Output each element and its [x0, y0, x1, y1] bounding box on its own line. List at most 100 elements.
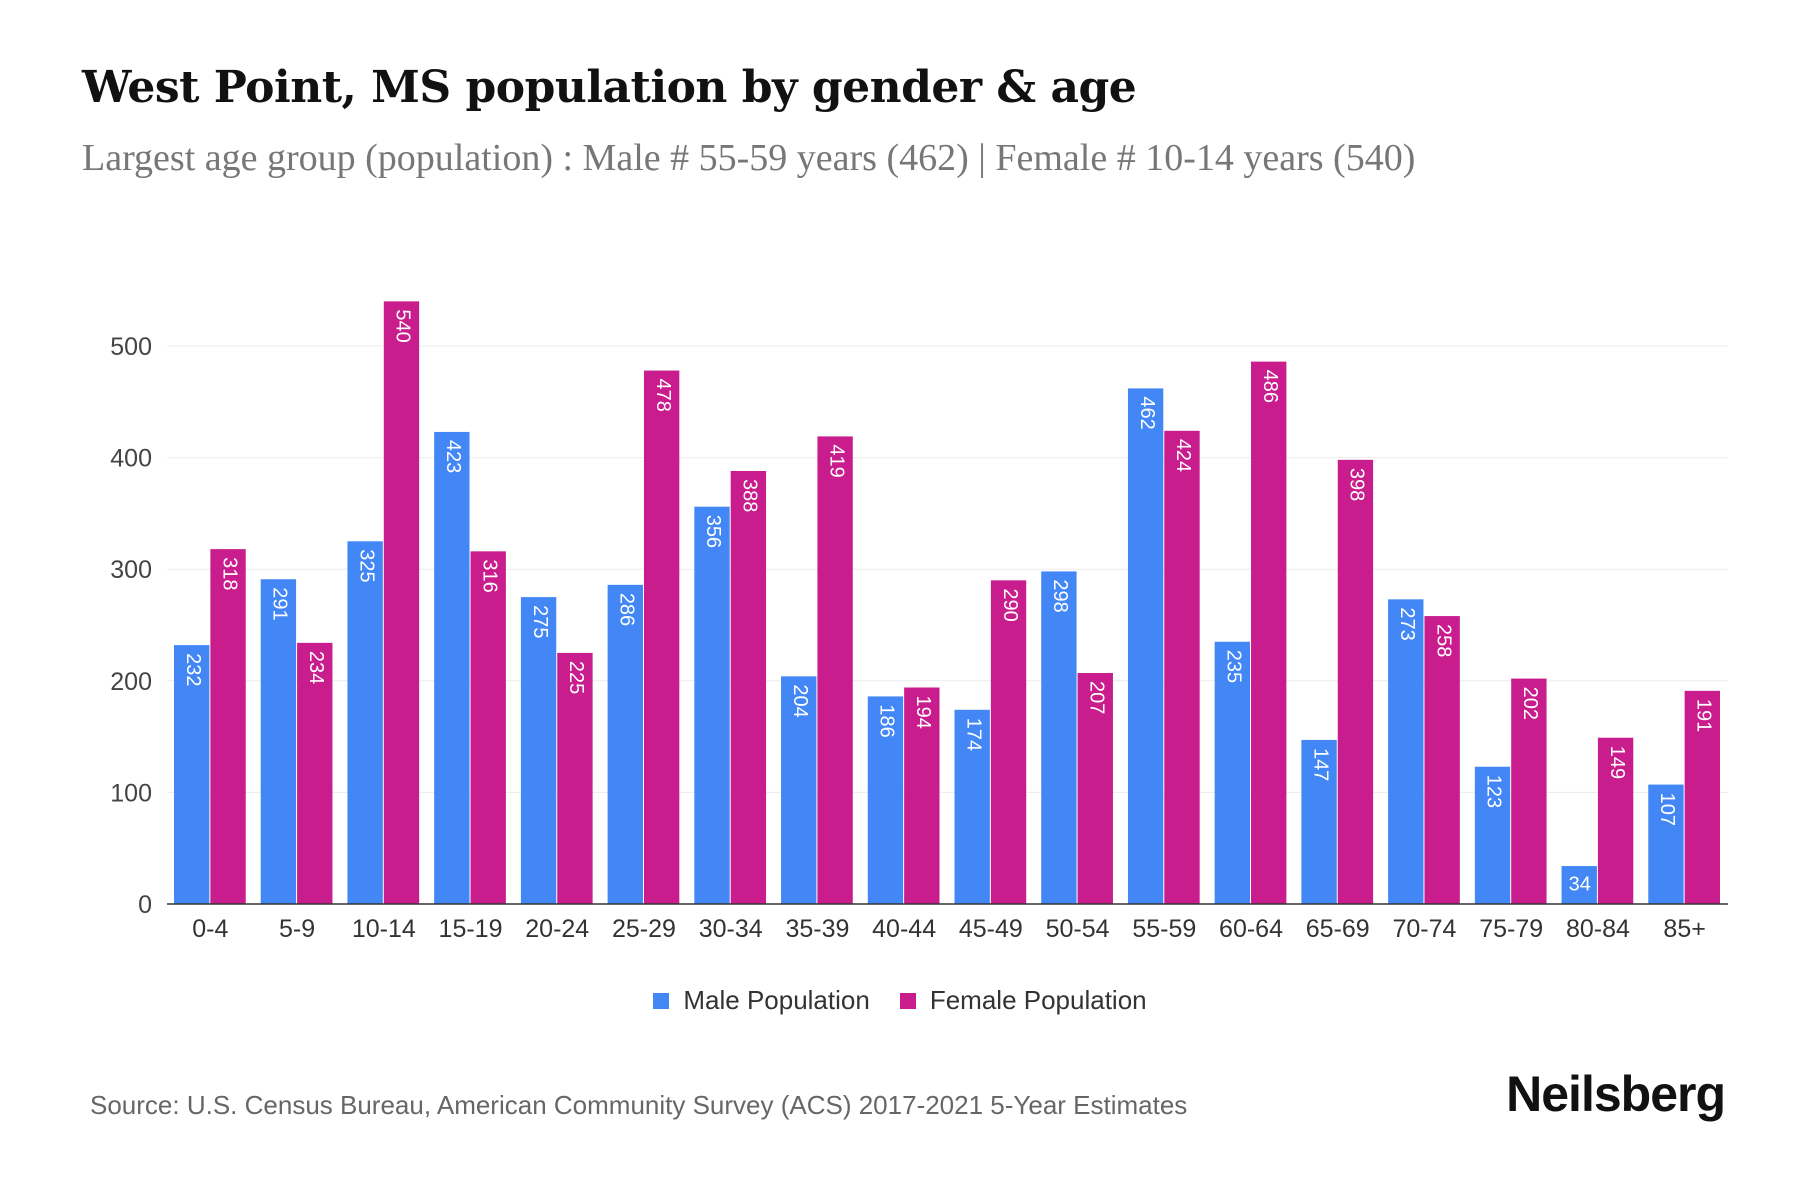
data-label: 286 [616, 593, 638, 626]
x-tick-label: 70-74 [1392, 915, 1456, 943]
x-tick-label: 85+ [1663, 915, 1705, 943]
neilsberg-logo: Neilsberg [1506, 1066, 1726, 1122]
y-tick-label: 200 [110, 668, 152, 696]
x-tick-label: 80-84 [1566, 915, 1630, 943]
x-tick-label: 75-79 [1479, 915, 1543, 943]
y-tick-label: 400 [110, 445, 152, 473]
bar-male [1474, 766, 1511, 904]
legend-label-male: Male Population [683, 985, 870, 1015]
data-label: 316 [478, 559, 500, 592]
bar-female [1424, 616, 1460, 904]
y-tick-label: 100 [110, 779, 152, 807]
data-label: 202 [1519, 687, 1541, 720]
bar-male [607, 584, 643, 904]
data-label: 225 [565, 661, 587, 694]
data-label: 325 [355, 549, 377, 582]
bar-female [1337, 459, 1374, 904]
bar-female [1684, 690, 1720, 904]
data-label: 540 [392, 309, 414, 342]
y-tick-label: 500 [110, 333, 152, 361]
bar-female [1511, 678, 1547, 904]
x-tick-label: 25-29 [612, 915, 676, 943]
bar-female [817, 436, 853, 904]
bar-female [1251, 361, 1287, 904]
legend-swatch-female [899, 992, 916, 1009]
x-tick-label: 40-44 [872, 915, 936, 943]
bar-female [557, 652, 593, 904]
data-label: 486 [1259, 370, 1281, 403]
data-label: 149 [1606, 746, 1628, 779]
x-tick-label: 35-39 [785, 915, 849, 943]
bar-female [210, 549, 246, 904]
data-label: 34 [1569, 873, 1591, 895]
x-tick-label: 55-59 [1132, 915, 1196, 943]
x-tick-label: 60-64 [1219, 915, 1283, 943]
bar-male [174, 645, 210, 904]
bar-male [434, 431, 470, 904]
chart-subtitle: Largest age group (population) : Male # … [82, 137, 1416, 179]
data-label: 419 [825, 444, 847, 477]
data-label: 356 [702, 515, 724, 548]
data-label: 388 [739, 479, 761, 512]
x-tick-label: 30-34 [699, 915, 763, 943]
bar-male [1561, 866, 1597, 904]
data-label: 462 [1136, 396, 1158, 429]
data-label: 275 [529, 605, 551, 638]
bar-male [1127, 388, 1164, 905]
x-tick-label: 15-19 [439, 915, 503, 943]
data-label: 398 [1346, 468, 1368, 501]
x-tick-label: 20-24 [525, 915, 589, 943]
x-tick-label: 45-49 [959, 915, 1023, 943]
bar-male [1648, 784, 1684, 904]
y-tick-label: 0 [138, 891, 152, 919]
chart-title: West Point, MS population by gender & ag… [82, 62, 1137, 113]
data-label: 273 [1396, 607, 1418, 640]
data-label: 424 [1172, 439, 1194, 472]
bar-female [990, 580, 1027, 904]
x-tick-label: 5-9 [279, 915, 315, 943]
legend-label-female: Female Population [929, 985, 1147, 1015]
bar-male [1041, 571, 1077, 904]
source-note: Source: U.S. Census Bureau, American Com… [90, 1090, 1188, 1120]
data-label: 232 [182, 653, 204, 686]
bar-female [1164, 430, 1200, 904]
legend-item-male: Male Population [653, 985, 870, 1016]
data-label: 258 [1432, 624, 1454, 657]
legend-item-female: Female Population [899, 985, 1147, 1016]
data-label: 290 [999, 588, 1021, 621]
bar-male [954, 709, 990, 904]
legend: Male Population Female Population [0, 985, 1800, 1016]
x-tick-label: 65-69 [1306, 915, 1370, 943]
bar-female [904, 687, 940, 904]
bar-male [1388, 599, 1424, 904]
data-label: 207 [1085, 681, 1107, 714]
bar-female [643, 370, 680, 904]
data-label: 123 [1483, 775, 1505, 808]
data-label: 147 [1309, 748, 1331, 781]
x-tick-label: 0-4 [192, 915, 228, 943]
data-label: 204 [789, 684, 811, 717]
data-label: 478 [652, 379, 674, 412]
bar-male [520, 597, 557, 904]
bar-female [383, 301, 420, 904]
bar-male [1214, 641, 1251, 904]
data-label: 174 [962, 718, 984, 751]
bar-female [730, 470, 767, 904]
bar-male [1301, 739, 1337, 904]
data-label: 318 [218, 557, 240, 590]
x-tick-label: 10-14 [352, 915, 416, 943]
bar-male [694, 506, 730, 904]
data-label: 186 [876, 704, 898, 737]
data-label: 291 [269, 587, 291, 620]
data-label: 235 [1223, 650, 1245, 683]
bar-female [297, 642, 333, 904]
bar-female [1597, 737, 1634, 904]
y-tick-label: 300 [110, 556, 152, 584]
data-label: 107 [1656, 793, 1678, 826]
bar-male [867, 696, 904, 904]
data-label: 194 [912, 695, 934, 728]
bar-male [781, 676, 817, 904]
data-label: 423 [442, 440, 464, 473]
bar-female [1077, 672, 1113, 904]
